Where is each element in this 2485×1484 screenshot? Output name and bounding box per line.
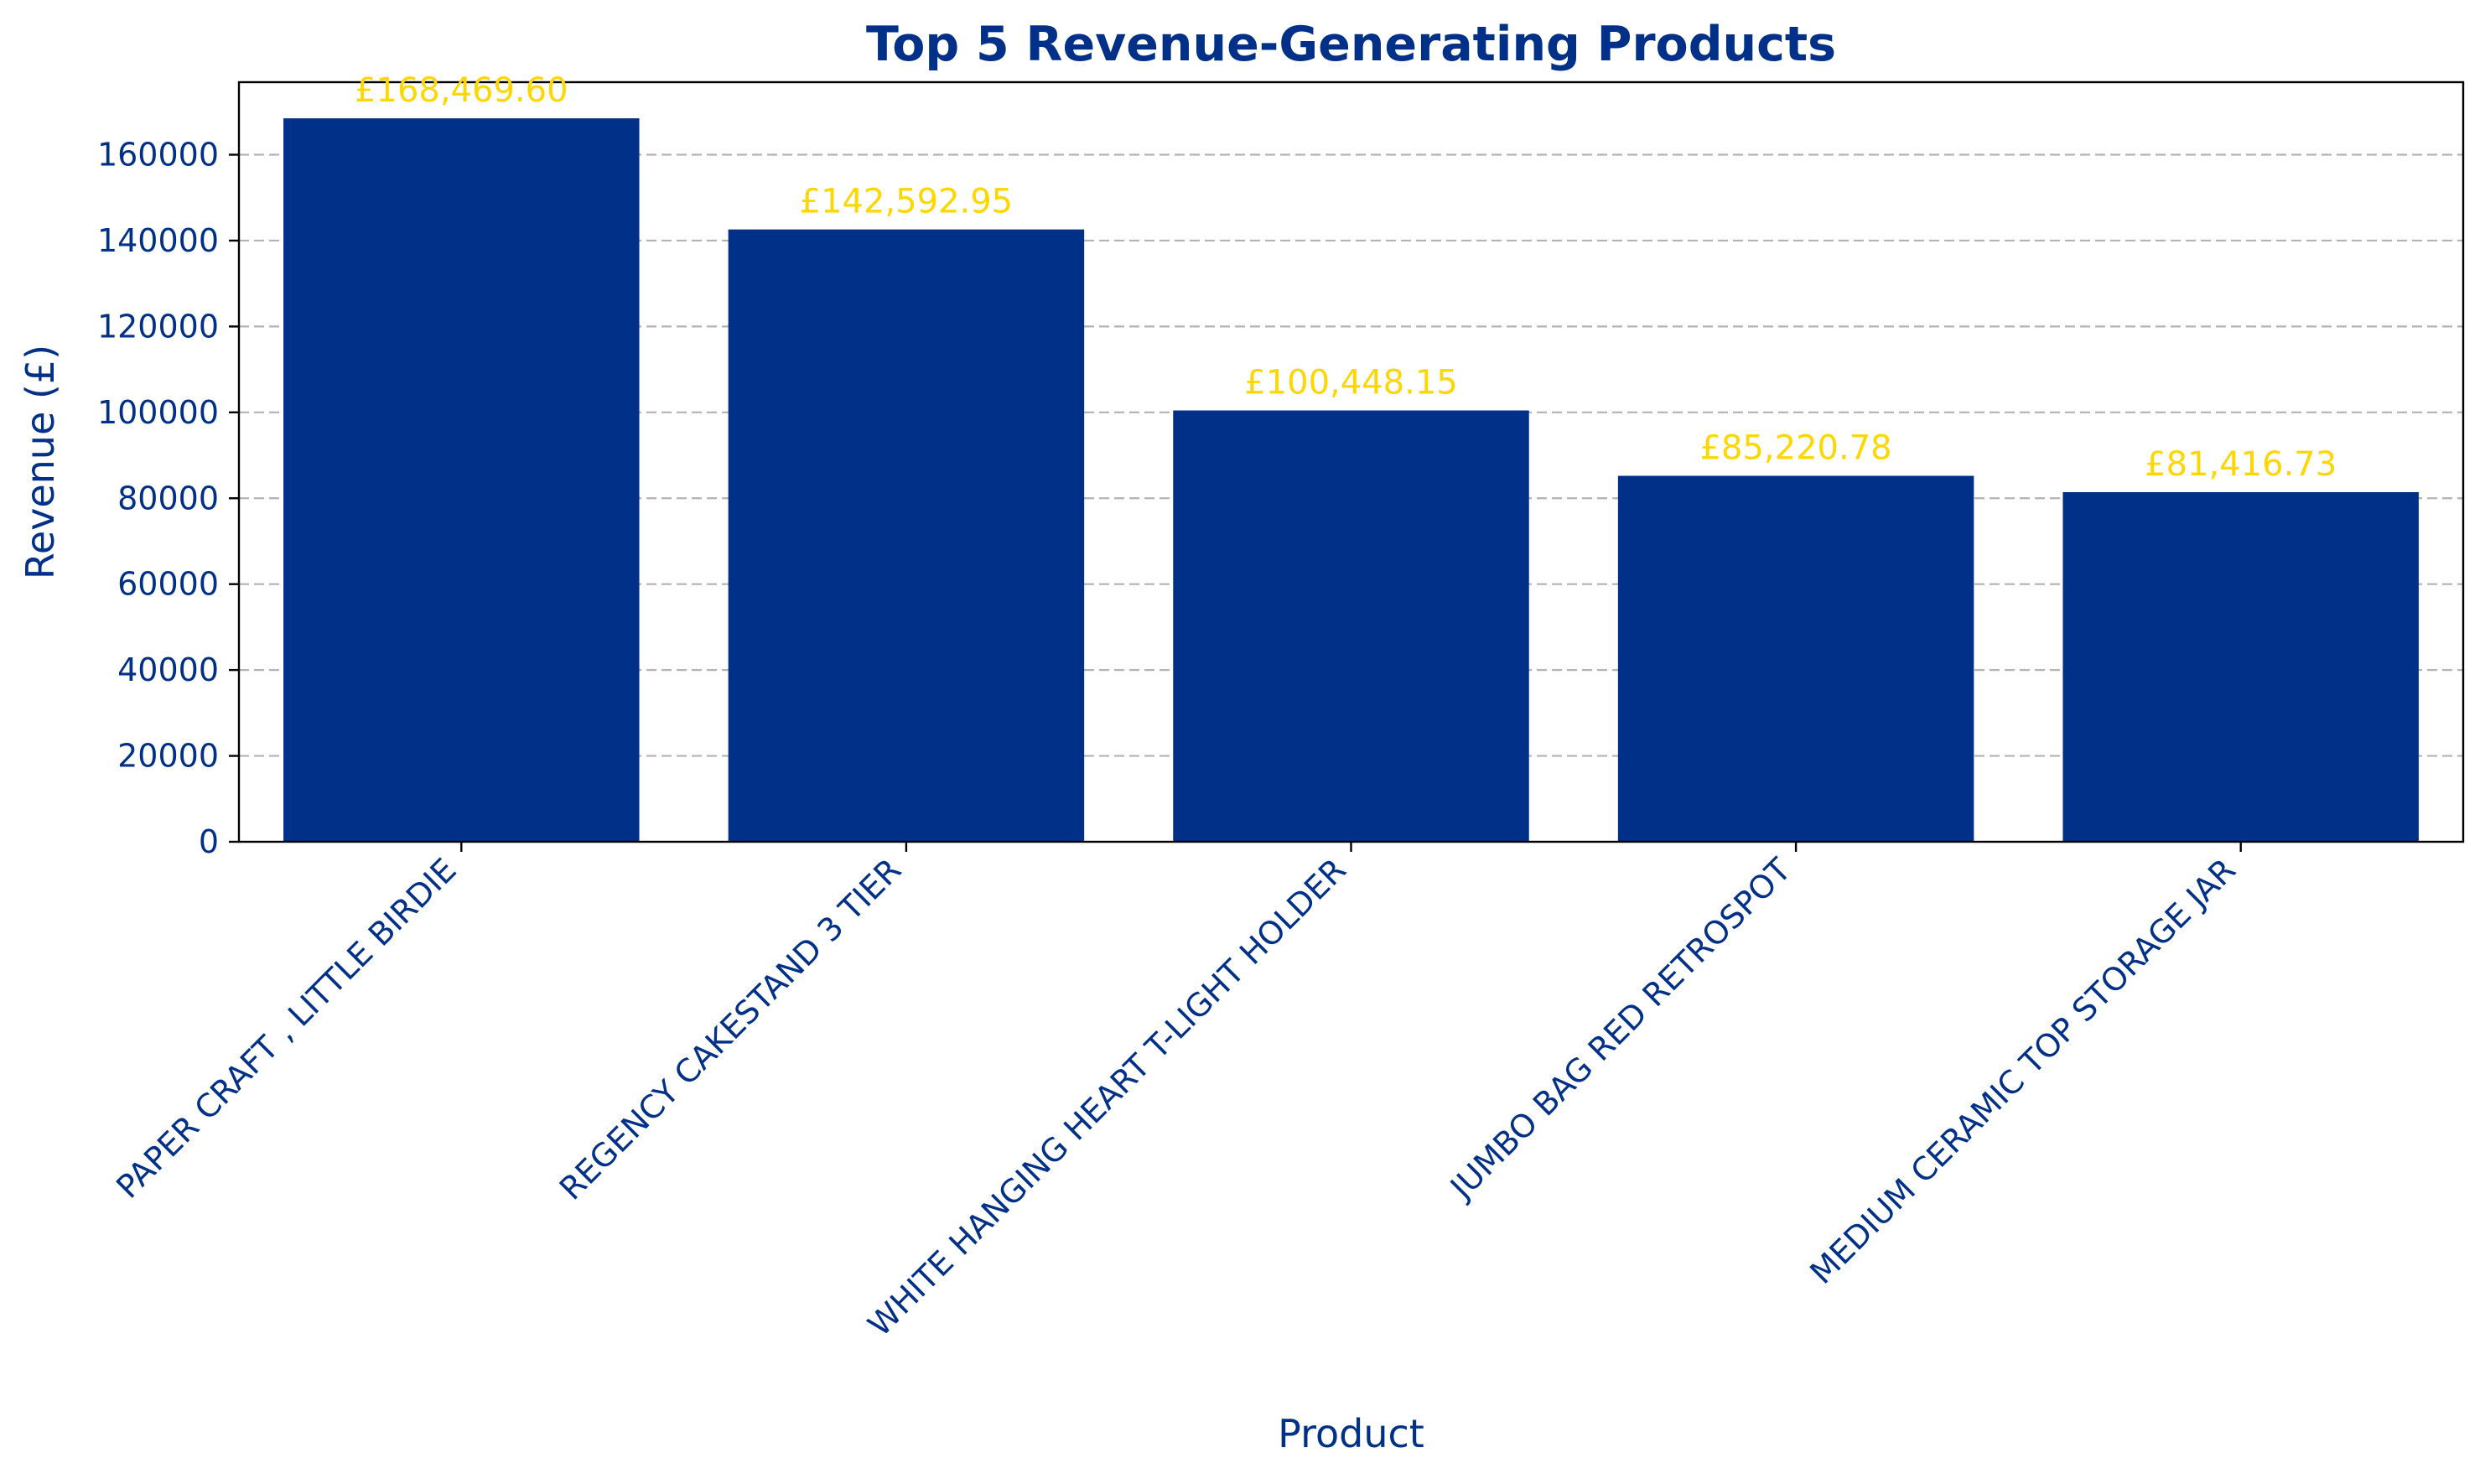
bar — [1173, 410, 1529, 843]
bar — [283, 118, 640, 843]
y-tick-label: 40000 — [117, 651, 219, 688]
y-tick-label: 120000 — [97, 308, 219, 345]
x-tick-label: PAPER CRAFT , LITTLE BIRDIE — [109, 851, 463, 1205]
bar-value-label: £142,592.95 — [800, 183, 1013, 221]
y-tick-label: 160000 — [97, 137, 219, 174]
x-axis-ticks: PAPER CRAFT , LITTLE BIRDIE REGENCY CAKES… — [109, 842, 2243, 1343]
x-tick-label: WHITE HANGING HEART T-LIGHT HOLDER — [861, 851, 1353, 1343]
bars — [283, 118, 2419, 843]
y-axis-ticks: 0 20000 40000 60000 80000 100000 120000 140000 1… — [97, 137, 239, 860]
data-labels: £168,469.60 £142,592.95 £100,448.15 £85,220… — [355, 71, 2337, 484]
y-axis-label: Revenue (£) — [18, 345, 63, 579]
bar — [1617, 475, 1974, 842]
y-tick-label: 140000 — [97, 222, 219, 259]
y-tick-label: 60000 — [117, 566, 219, 603]
x-tick-label: MEDIUM CERAMIC TOP STORAGE JAR — [1803, 851, 2243, 1291]
bar — [728, 229, 1085, 843]
y-tick-label: 0 — [199, 823, 219, 860]
bar-value-label: £100,448.15 — [1244, 364, 1457, 402]
x-axis-label: Product — [1278, 1411, 1424, 1456]
chart-title: Top 5 Revenue-Generating Products — [866, 17, 1836, 72]
y-tick-label: 80000 — [117, 480, 219, 516]
y-tick-label: 100000 — [97, 394, 219, 431]
y-tick-label: 20000 — [117, 738, 219, 775]
bar-value-label: £168,469.60 — [355, 71, 568, 110]
bar — [2062, 492, 2419, 842]
x-tick-label: JUMBO BAG RED RETROSPOT — [1442, 851, 1798, 1207]
bar-value-label: £81,416.73 — [2145, 445, 2337, 484]
bar-value-label: £85,220.78 — [1700, 429, 1892, 468]
x-tick-label: REGENCY CAKESTAND 3 TIER — [553, 851, 908, 1206]
